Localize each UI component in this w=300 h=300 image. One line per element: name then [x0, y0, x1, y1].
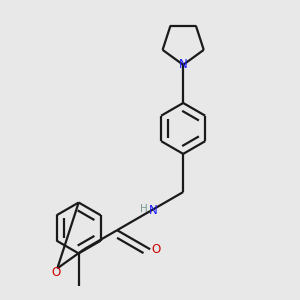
- Text: N: N: [179, 58, 188, 71]
- Text: O: O: [51, 266, 60, 279]
- Text: O: O: [152, 243, 161, 256]
- Text: H: H: [140, 205, 148, 214]
- Text: N: N: [149, 204, 158, 217]
